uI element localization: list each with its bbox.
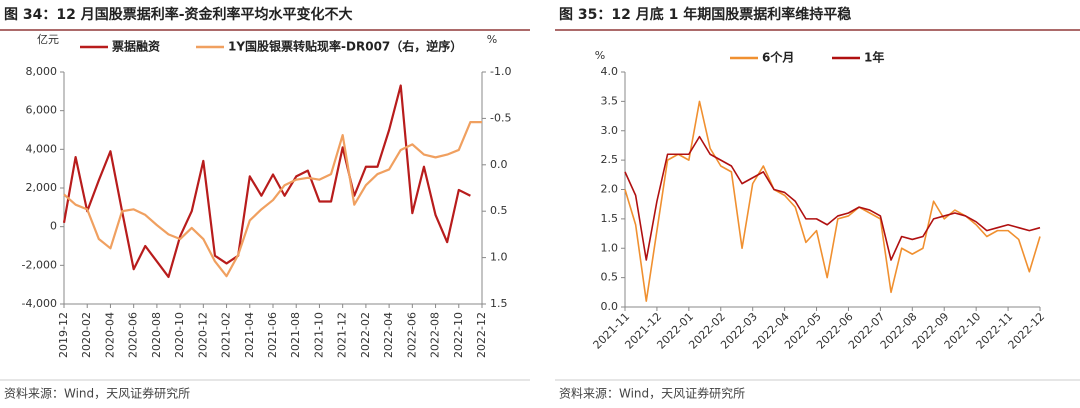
x-tick-label: 2020-06	[127, 312, 140, 358]
y-axis-label: 亿元	[37, 33, 59, 46]
y-tick-label: -4,000	[22, 297, 57, 310]
y-tick-label: 2.5	[601, 153, 619, 166]
x-tick-label: 2021-04	[243, 312, 256, 358]
x-tick-label: 2020-02	[80, 312, 93, 358]
series-line	[62, 84, 471, 279]
y-tick-label: 0.0	[601, 300, 619, 313]
y-tick-label: 4.0	[601, 65, 619, 78]
y-tick-label: 0	[50, 220, 57, 233]
chart-title: 图 35：12 月底 1 年期国股票据利率维持平稳	[559, 6, 851, 23]
series-line	[624, 135, 1041, 261]
x-tick-label: 2020-10	[173, 312, 186, 358]
x-tick-label: 2022-04	[382, 312, 395, 358]
y-tick-label: 2,000	[26, 181, 58, 194]
y-tick-label: 1.5	[601, 212, 619, 225]
y2-tick-label: 0.0	[490, 158, 508, 171]
x-tick-label: 2020-04	[103, 312, 116, 358]
y2-tick-label: -1.0	[490, 65, 511, 78]
y2-tick-label: 1.5	[490, 297, 508, 310]
y-tick-label: 4,000	[26, 142, 58, 155]
x-tick-label: 2020-08	[150, 312, 163, 358]
x-tick-label: 2021-06	[266, 312, 279, 358]
y2-tick-label: 1.0	[490, 251, 508, 264]
y-tick-label: 1.0	[601, 241, 619, 254]
x-tick-label: 2020-12	[196, 312, 209, 358]
x-tick-label: 2021-10	[312, 312, 325, 358]
y2-tick-label: 0.5	[490, 204, 508, 217]
source: 资料来源：Wind，天风证券研究所	[559, 386, 745, 401]
y2-axis-label: %	[487, 33, 497, 46]
legend-label: 1Y国股银票转贴现率-DR007（右，逆序）	[228, 39, 462, 54]
y-tick-label: 0.5	[601, 271, 619, 284]
y-tick-label: 2.0	[601, 183, 619, 196]
x-tick-label: 2021-12	[336, 312, 349, 358]
series-line	[624, 100, 1041, 302]
legend-label: 票据融资	[112, 39, 160, 54]
y-tick-label: 6,000	[26, 104, 58, 117]
source: 资料来源：Wind，天风证券研究所	[4, 386, 190, 401]
series-line	[63, 121, 482, 278]
y-tick-label: 3.5	[601, 94, 619, 107]
y2-tick-label: -0.5	[490, 111, 511, 124]
x-tick-label: 2021-02	[220, 312, 233, 358]
y-tick-label: 8,000	[26, 65, 58, 78]
y-tick-label: 3.0	[601, 124, 619, 137]
x-tick-label: 2022-06	[405, 312, 418, 358]
x-tick-label: 2022-12	[475, 312, 488, 358]
x-tick-label: 2021-08	[289, 312, 302, 358]
legend-label: 6个月	[762, 50, 794, 65]
y-tick-label: -2,000	[22, 258, 57, 271]
y-axis-label: %	[595, 49, 605, 62]
x-tick-label: 2019-12	[57, 312, 70, 358]
legend-label: 1年	[864, 50, 884, 65]
chart-title: 图 34：12 月国股票据利率-资金利率平均水平变化不大	[4, 6, 353, 23]
x-tick-label: 2022-10	[452, 312, 465, 358]
x-tick-label: 2022-02	[359, 312, 372, 358]
x-tick-label: 2022-08	[429, 312, 442, 358]
